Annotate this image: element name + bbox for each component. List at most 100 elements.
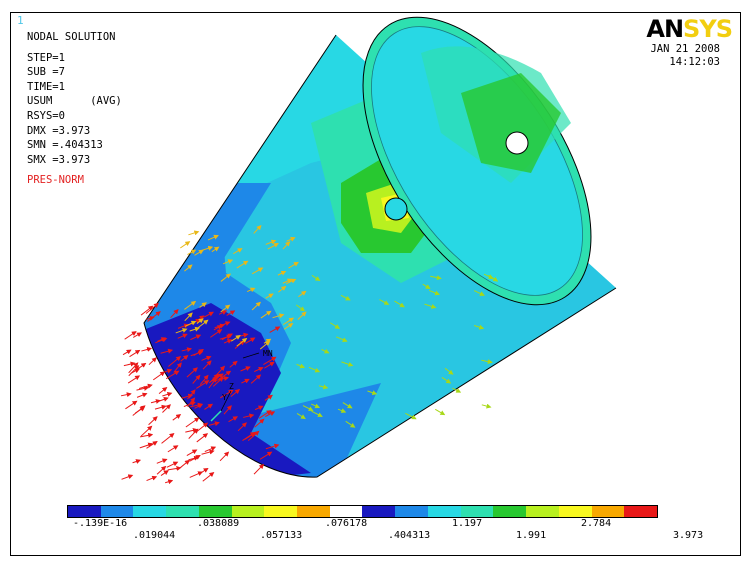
contour-legend-bar bbox=[67, 505, 658, 518]
pressure-arrow bbox=[230, 388, 241, 398]
pressure-arrow bbox=[345, 420, 356, 428]
pressure-arrow bbox=[121, 474, 134, 480]
pressure-arrow bbox=[218, 310, 228, 315]
pressure-arrow bbox=[162, 404, 171, 413]
pressure-arrow bbox=[136, 385, 150, 391]
legend-top-label-2: .038089 bbox=[197, 518, 240, 529]
axis-y-label: Y bbox=[222, 393, 227, 402]
pressure-arrow bbox=[298, 290, 307, 298]
pressure-arrow bbox=[269, 326, 281, 333]
pressure-arrow bbox=[188, 455, 200, 461]
pres-norm-label: PRES-NORM bbox=[27, 174, 84, 187]
pressure-arrow bbox=[162, 392, 173, 397]
pressure-arrow bbox=[342, 402, 353, 409]
pressure-arrow bbox=[236, 337, 248, 347]
pressure-arrow bbox=[127, 375, 141, 384]
pressure-arrow bbox=[141, 347, 153, 352]
pressure-arrow bbox=[222, 259, 234, 265]
pressure-arrow bbox=[204, 403, 214, 410]
pressure-arrow bbox=[166, 461, 179, 468]
pressure-arrow bbox=[311, 403, 321, 409]
pressure-arrow bbox=[226, 310, 236, 316]
pressure-arrow bbox=[251, 267, 264, 275]
pressure-arrow bbox=[240, 366, 251, 372]
pressure-arrow bbox=[196, 433, 209, 443]
legend-swatch bbox=[166, 506, 199, 517]
pressure-arrow bbox=[184, 300, 197, 310]
pressure-arrow bbox=[204, 446, 217, 452]
ansys-logo: ANSYS bbox=[646, 15, 733, 43]
pressure-arrow bbox=[132, 405, 146, 416]
legend-swatch bbox=[427, 506, 461, 517]
legend-top-label-5: 2.784 bbox=[581, 518, 612, 529]
pressure-arrow bbox=[277, 270, 287, 276]
usum-label: USUM (AVG) bbox=[27, 95, 122, 108]
pressure-arrow bbox=[265, 293, 274, 299]
pressure-arrow bbox=[259, 451, 273, 460]
window-number: 1 bbox=[17, 14, 24, 27]
pressure-arrow bbox=[297, 311, 307, 320]
pressure-arrows bbox=[120, 224, 499, 485]
pressure-arrow bbox=[311, 274, 321, 282]
pressure-arrow bbox=[318, 384, 329, 390]
pressure-arrow bbox=[264, 394, 273, 401]
pressure-arrow bbox=[129, 349, 141, 358]
pressure-arrow bbox=[212, 374, 221, 380]
legend-swatch bbox=[395, 506, 428, 517]
pressure-arrow bbox=[140, 425, 153, 437]
pressure-arrow bbox=[282, 278, 293, 284]
pressure-arrow bbox=[488, 274, 499, 282]
pressure-arrow bbox=[190, 334, 202, 341]
legend-bottom-label-1: .019044 bbox=[133, 530, 176, 541]
pressure-arrow bbox=[180, 355, 189, 362]
pressure-arrow bbox=[263, 356, 277, 366]
pressure-arrow bbox=[202, 360, 212, 370]
legend-bottom-label-5: 3.973 bbox=[673, 530, 704, 541]
pressure-arrow bbox=[435, 408, 446, 416]
pressure-arrow bbox=[140, 305, 154, 316]
step-value: STEP=1 bbox=[27, 51, 65, 64]
legend-top-label-4: 1.197 bbox=[452, 518, 483, 529]
pressure-arrow bbox=[175, 328, 188, 334]
pressure-arrow bbox=[260, 310, 272, 319]
pressure-arrow bbox=[168, 355, 182, 367]
pressure-arrow bbox=[239, 332, 249, 338]
pressure-arrow bbox=[405, 412, 417, 420]
pressure-arrow bbox=[236, 260, 249, 269]
pressure-arrow bbox=[213, 324, 223, 331]
pressure-arrow bbox=[441, 376, 452, 384]
pressure-arrow bbox=[170, 309, 179, 319]
pressure-arrow bbox=[210, 329, 223, 338]
pressure-arrow bbox=[452, 387, 462, 393]
pressure-arrow bbox=[265, 411, 276, 418]
pressure-arrow bbox=[215, 376, 230, 381]
pressure-arrow bbox=[233, 248, 243, 255]
legend-swatch bbox=[264, 506, 298, 517]
legend-bottom-label-4: 1.991 bbox=[516, 530, 547, 541]
pressure-arrow bbox=[189, 326, 201, 332]
pressure-arrow bbox=[288, 261, 299, 269]
pressure-arrow bbox=[282, 317, 295, 326]
pressure-arrow bbox=[177, 333, 188, 339]
pressure-arrow bbox=[137, 362, 147, 370]
pressure-arrow bbox=[286, 236, 296, 242]
pressure-arrow bbox=[295, 304, 306, 312]
legend-swatch bbox=[558, 506, 592, 517]
pressure-arrow bbox=[194, 249, 204, 256]
pressure-arrow bbox=[229, 360, 238, 368]
pressure-arrow bbox=[474, 324, 485, 330]
pressure-arrow bbox=[187, 249, 197, 255]
legend-swatch bbox=[68, 506, 101, 517]
pressure-arrow bbox=[219, 334, 232, 340]
legend-swatch bbox=[460, 506, 494, 517]
pressure-arrow bbox=[428, 289, 440, 296]
sub-value: SUB =7 bbox=[27, 66, 65, 79]
pressure-arrow bbox=[156, 458, 168, 464]
pressure-arrow bbox=[283, 322, 294, 330]
pressure-arrow bbox=[160, 348, 174, 354]
pressure-arrow bbox=[132, 459, 142, 464]
legend-top-label-1: -.139E-16 bbox=[73, 518, 128, 529]
pressure-arrow bbox=[154, 404, 167, 410]
pressure-arrow bbox=[180, 241, 191, 249]
pressure-arrow bbox=[258, 410, 272, 419]
